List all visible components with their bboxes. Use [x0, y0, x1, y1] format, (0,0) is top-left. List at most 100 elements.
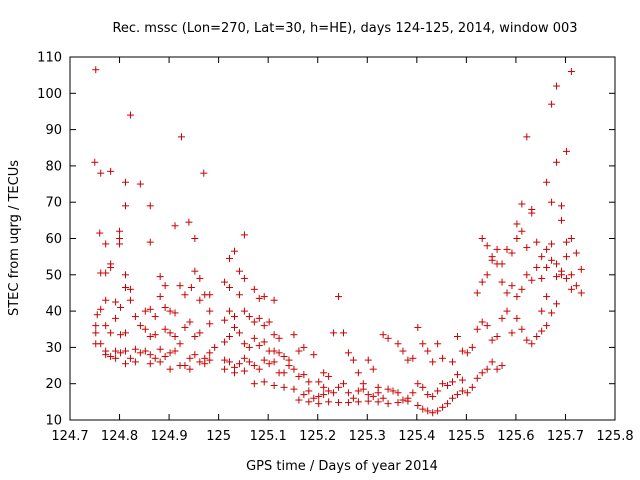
data-point [523, 244, 531, 252]
data-point [191, 351, 199, 359]
data-point [374, 398, 382, 406]
data-point [265, 360, 273, 368]
data-point [245, 358, 253, 366]
data-point [528, 340, 536, 348]
y-tick-label: 100 [37, 87, 62, 102]
data-point [92, 322, 100, 330]
data-point [493, 245, 501, 253]
data-point [121, 329, 129, 337]
data-point [166, 349, 174, 357]
data-point [339, 329, 347, 337]
data-point [567, 271, 575, 279]
data-point [394, 340, 402, 348]
data-point [191, 333, 199, 341]
data-point [448, 378, 456, 386]
data-point [473, 289, 481, 297]
data-point [206, 349, 214, 357]
data-point [577, 289, 585, 297]
data-point [200, 169, 208, 177]
data-point [439, 403, 447, 411]
data-point [230, 313, 238, 321]
data-point [414, 380, 422, 388]
data-point [320, 383, 328, 391]
data-point [553, 300, 561, 308]
data-points [91, 66, 585, 417]
data-point [102, 322, 110, 330]
tick-labels: 124.7 124.8 124.9 125 125.1 125.2 125.3 125.4 12… [37, 51, 633, 445]
data-point [493, 365, 501, 373]
data-point [538, 274, 546, 282]
data-point [226, 284, 234, 292]
data-point [429, 392, 437, 400]
data-point [97, 169, 105, 177]
data-point [126, 285, 134, 293]
data-point [518, 200, 526, 208]
data-point [523, 271, 531, 279]
data-point [136, 349, 144, 357]
data-point [369, 392, 377, 400]
data-point [374, 389, 382, 397]
data-point [325, 398, 333, 406]
x-tick-label: 125 [206, 429, 231, 444]
data-point [97, 340, 105, 348]
data-point [548, 198, 556, 206]
data-point [513, 220, 521, 228]
data-point [275, 349, 283, 357]
data-point [121, 284, 129, 292]
y-tick-label: 10 [45, 414, 62, 429]
data-point [533, 264, 541, 272]
data-point [156, 273, 164, 281]
data-point [260, 356, 268, 364]
data-point [265, 318, 273, 326]
data-point [424, 407, 432, 415]
data-point [146, 238, 154, 246]
y-tick-label: 110 [37, 51, 62, 66]
data-point [166, 307, 174, 315]
data-point [221, 338, 229, 346]
data-point [478, 318, 486, 326]
data-point [369, 365, 377, 373]
data-point [463, 389, 471, 397]
data-point [112, 314, 120, 322]
data-point [414, 401, 422, 409]
data-point [121, 202, 129, 210]
data-point [320, 369, 328, 377]
data-point [116, 240, 124, 248]
data-point [250, 318, 258, 326]
data-point [240, 274, 248, 282]
data-point [419, 405, 427, 413]
data-point [201, 360, 209, 368]
data-point [240, 307, 248, 315]
data-point [572, 249, 580, 257]
data-point [344, 399, 352, 407]
data-point [146, 351, 154, 359]
data-point [528, 205, 536, 213]
data-point [221, 316, 229, 324]
data-point [270, 296, 278, 304]
data-point [187, 284, 195, 292]
data-point [171, 309, 179, 317]
data-point [185, 218, 193, 226]
data-point [543, 264, 551, 272]
data-point [379, 331, 387, 339]
data-point [562, 253, 570, 261]
data-point [384, 334, 392, 342]
data-point [141, 347, 149, 355]
data-point [344, 389, 352, 397]
data-point [206, 307, 214, 315]
data-point [181, 291, 189, 299]
data-point [121, 360, 129, 368]
data-point [533, 238, 541, 246]
data-point [161, 303, 169, 311]
data-point [275, 334, 283, 342]
data-point [518, 285, 526, 293]
data-point [186, 318, 194, 326]
data-point [121, 178, 129, 186]
data-point [335, 399, 343, 407]
x-tick-label: 125.3 [349, 429, 386, 444]
y-tick-label: 30 [45, 341, 62, 356]
data-point [567, 68, 575, 76]
x-tick-label: 125.2 [299, 429, 336, 444]
axis-ticks [69, 56, 616, 421]
data-point [230, 369, 238, 377]
